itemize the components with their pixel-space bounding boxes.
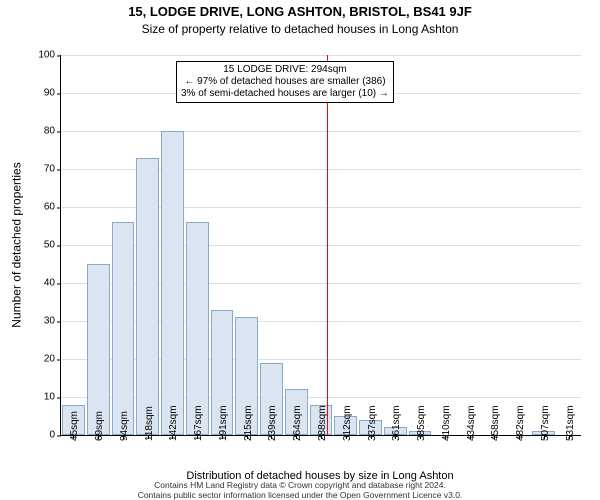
x-tick-label: 337sqm [367,405,378,441]
y-tick-label: 30 [44,316,61,327]
y-tick-label: 100 [38,50,61,61]
grid-line [61,55,581,56]
x-tick-label: 167sqm [193,405,204,441]
x-tick-label: 507sqm [540,405,551,441]
x-tick-label: 361sqm [391,405,402,441]
annotation-line-2: ← 97% of detached houses are smaller (38… [181,76,389,88]
x-tick-label: 531sqm [565,405,576,441]
histogram-bar [186,222,209,435]
y-axis-label: Number of detached properties [10,162,24,327]
x-tick-label: 118sqm [144,406,155,441]
annotation-line-3: 3% of semi-detached houses are larger (1… [181,88,389,100]
annotation-line-1: 15 LODGE DRIVE: 294sqm [181,64,389,76]
footer-line-2: Contains public sector information licen… [0,491,600,500]
grid-line [61,131,581,132]
x-tick-label: 215sqm [243,405,254,441]
footer-attribution: Contains HM Land Registry data © Crown c… [0,481,600,500]
y-tick-label: 90 [44,88,61,99]
x-tick-label: 69sqm [94,411,105,441]
x-tick-label: 239sqm [267,405,278,441]
y-tick-label: 20 [44,354,61,365]
x-tick-label: 264sqm [292,405,303,441]
y-tick-label: 60 [44,202,61,213]
x-tick-label: 458sqm [490,405,501,441]
plot-area: 010203040506070809010045sqm69sqm94sqm118… [60,55,581,436]
y-tick-label: 70 [44,164,61,175]
y-tick-label: 80 [44,126,61,137]
x-tick-label: 434sqm [466,405,477,441]
y-tick-label: 10 [44,392,61,403]
histogram-bar [136,158,159,435]
chart-title: 15, LODGE DRIVE, LONG ASHTON, BRISTOL, B… [0,4,600,19]
histogram-bar [87,264,110,435]
histogram-bar [161,131,184,435]
x-tick-label: 482sqm [515,405,526,441]
x-tick-label: 385sqm [416,405,427,441]
x-tick-label: 312sqm [342,405,353,441]
marker-line [327,55,328,435]
histogram-bar [112,222,135,435]
x-tick-label: 94sqm [119,411,130,441]
y-tick-label: 40 [44,278,61,289]
x-tick-label: 410sqm [441,405,452,441]
chart-subtitle: Size of property relative to detached ho… [0,22,600,36]
y-tick-label: 50 [44,240,61,251]
x-tick-label: 142sqm [168,405,179,441]
x-tick-label: 45sqm [69,411,80,441]
x-tick-label: 191sqm [218,405,229,441]
property-annotation: 15 LODGE DRIVE: 294sqm ← 97% of detached… [176,61,394,103]
y-tick-label: 0 [49,430,61,441]
y-axis-label-wrap: Number of detached properties [10,55,24,435]
